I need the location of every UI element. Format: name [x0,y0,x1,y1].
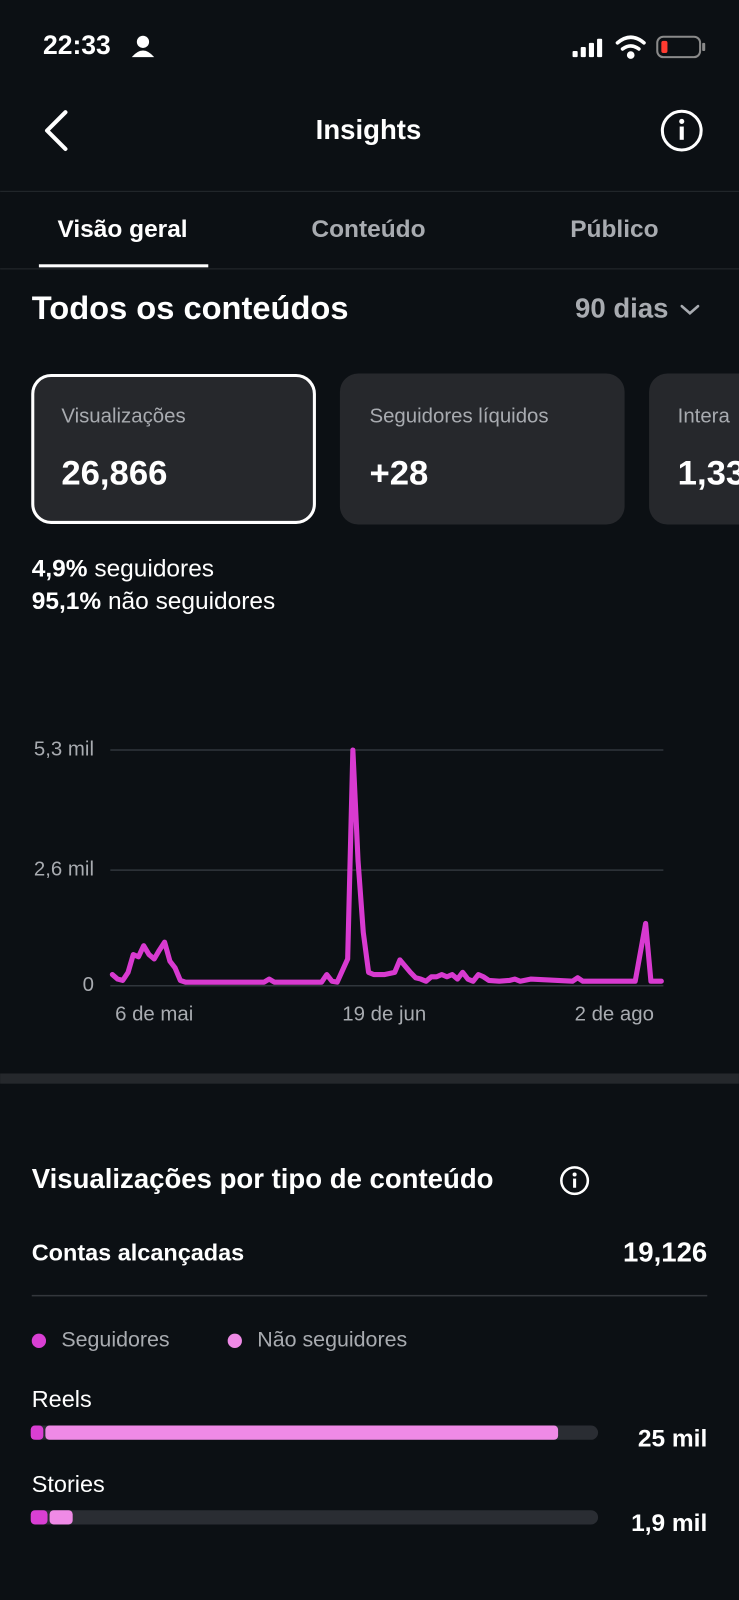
x-tick-label: 6 de mai [115,1004,193,1026]
header-title: Insights [316,114,422,145]
tab[interactable]: Visão geral [57,216,187,243]
split-line: 4,9% seguidores [32,556,214,583]
category-label: Stories [32,1471,105,1497]
divider [0,190,739,192]
tab-underline [38,264,209,268]
wifi-icon [615,35,646,59]
bar-track [30,1510,599,1525]
bar-segment [30,1425,44,1440]
y-tick-label: 5,3 mil [34,738,94,760]
total-label: 25 mil [638,1425,707,1452]
section-title: Todos os conteúdos [32,289,349,326]
person-icon [131,35,155,58]
split-label: seguidores [94,556,214,583]
legend-dot [31,1333,47,1348]
metric-card[interactable]: Visualizações 26,866 [31,373,316,524]
total-label: 1,9 mil [631,1510,707,1537]
legend-label: Seguidores [61,1327,169,1351]
card-value: +28 [370,455,429,493]
line-chart: 0 2,6 mil 5,3 mil 6 de mai 19 de jun 2 de ago [34,738,664,1026]
status-time: 22:33 [43,30,111,60]
reach-label: Contas alcançadas [32,1239,244,1265]
period-selector[interactable]: 90 dias [575,292,668,323]
tab[interactable]: Público [570,216,658,243]
reach-value: 19,126 [623,1236,707,1267]
bar-chart: Seguidores Não seguidores Reels 25 mil Stori… [30,1327,707,1537]
tab[interactable]: Conteúdo [311,216,425,243]
metric-card[interactable]: Intera 1,33 [649,373,739,525]
card-label: Visualizações [61,406,185,428]
chevron-icon [680,304,700,315]
legend-dot [227,1333,242,1348]
bar-segment [45,1425,559,1440]
signal-icon [572,38,603,58]
legend-label: Não seguidores [257,1327,407,1351]
chart-title: Visualizações por tipo de conteúdo [32,1163,494,1194]
info-icon[interactable] [560,1166,590,1196]
y-tick-label: 0 [83,974,94,996]
card-value: 1,33 [678,455,739,493]
section-separator [0,1073,739,1084]
x-tick-label: 2 de ago [575,1004,654,1026]
y-tick-label: 2,6 mil [34,858,94,880]
divider [0,268,739,270]
metric-card[interactable]: Seguidores líquidos +28 [339,373,625,525]
data-line [109,747,664,985]
split-label: não seguidores [108,589,275,616]
split-value: 4,9% [32,556,88,583]
category-label: Reels [32,1386,92,1412]
info-button[interactable] [660,109,703,152]
card-label: Intera [678,406,731,428]
battery-icon [656,35,706,59]
x-tick-label: 19 de jun [342,1004,426,1026]
split-line: 95,1% não seguidores [32,589,276,616]
card-label: Seguidores líquidos [370,406,549,428]
bar-segment [30,1510,48,1525]
card-value: 26,866 [61,455,167,493]
split-value: 95,1% [32,589,102,616]
bar-segment [49,1510,73,1525]
divider [31,1294,708,1297]
back-button[interactable] [45,110,68,152]
